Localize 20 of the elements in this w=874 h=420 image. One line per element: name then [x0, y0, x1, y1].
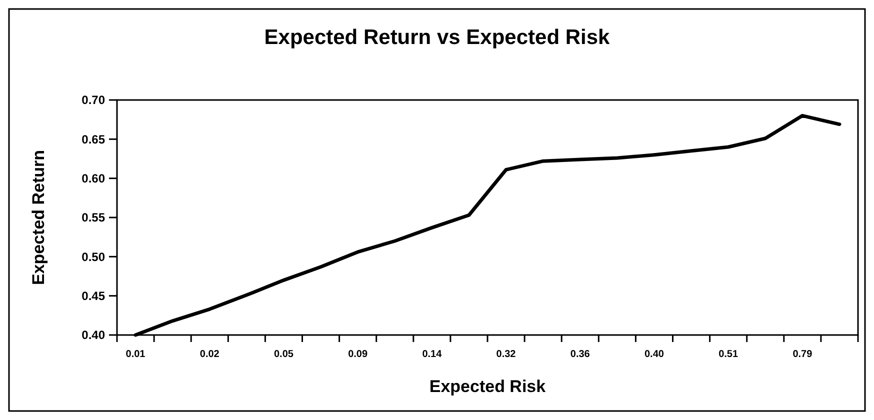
- y-tick-label: 0.70: [82, 93, 106, 108]
- x-axis-title: Expected Risk: [429, 377, 546, 396]
- y-tick-label: 0.60: [82, 172, 106, 186]
- y-tick-label: 0.65: [82, 132, 106, 146]
- x-tick-label: 0.36: [570, 349, 590, 360]
- chart-title: Expected Return vs Expected Risk: [264, 26, 610, 49]
- x-tick-label: 0.40: [644, 349, 664, 360]
- y-tick-label: 0.40: [82, 328, 106, 342]
- x-tick-label: 0.14: [422, 349, 442, 360]
- x-tick-label: 0.09: [348, 349, 368, 360]
- x-tick-label: 0.05: [274, 349, 294, 360]
- x-tick-label: 0.02: [200, 349, 220, 360]
- x-tick-label: 0.79: [792, 349, 813, 360]
- y-tick-label: 0.45: [82, 289, 106, 304]
- y-tick-label: 0.55: [82, 210, 106, 225]
- y-axis-title: Expected Return: [29, 150, 48, 286]
- x-tick-label: 0.51: [718, 349, 738, 360]
- x-tick-label: 0.32: [496, 349, 516, 360]
- y-tick-label: 0.50: [82, 250, 106, 264]
- x-tick-label: 0.01: [126, 349, 146, 360]
